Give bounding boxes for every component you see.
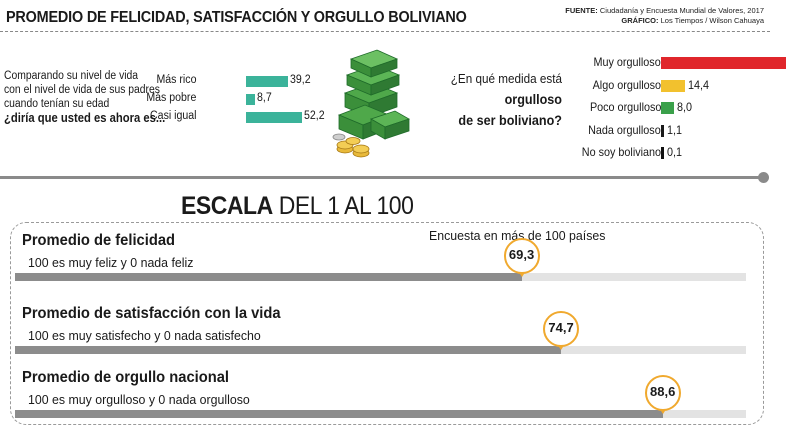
metric-subtitle: 100 es muy satisfecho y 0 nada satisfech…	[28, 328, 261, 343]
value-marker: 74,7	[543, 311, 581, 350]
question-line: ¿En qué medida está	[450, 71, 562, 86]
marker-value: 88,6	[650, 384, 676, 399]
scale-fill	[15, 346, 562, 354]
scale-panel	[10, 222, 764, 425]
scale-title: ESCALA DEL 1 AL 100	[181, 192, 414, 221]
bar	[246, 76, 289, 87]
bar	[246, 94, 256, 105]
bar-row: No soy boliviano 0,1	[565, 143, 765, 166]
pride-chart: Muy orgulloso76,4Algo orgulloso 14,4 Poco …	[565, 53, 786, 166]
bar-label: Poco orgulloso	[589, 100, 661, 114]
bar-row: Poco orgulloso 8,0	[565, 98, 765, 121]
bar-row: Casi igual 52,2	[150, 109, 340, 127]
bar	[661, 57, 786, 69]
graphic-label: GRÁFICO:	[621, 16, 659, 25]
marker-circle	[543, 311, 580, 347]
survey-note: Encuesta en más de 100 países	[429, 228, 606, 243]
scale-fill	[15, 273, 522, 281]
source-text: Ciudadanía y Encuesta Mundial de Valores…	[599, 6, 764, 15]
marker-circle	[503, 238, 540, 274]
bar-row: Muy orgulloso76,4	[565, 53, 786, 76]
bar-row: Nada orgulloso 1,1	[565, 121, 765, 144]
metric-title: Promedio de satisfacción con la vida	[22, 305, 281, 322]
pride-question: ¿En qué medida está orgulloso de ser bol…	[445, 68, 562, 131]
bar	[661, 79, 686, 92]
value-marker: 88,6	[644, 375, 683, 414]
divider-end-dot	[758, 172, 769, 183]
bar-row: Algo orgulloso 14,4	[565, 76, 765, 99]
bar-value: 8,0	[677, 100, 693, 114]
value-marker: 69,3	[503, 238, 542, 277]
question-line: de ser boliviano?	[458, 112, 562, 128]
money-stack-icon	[332, 49, 410, 158]
bar-value: 0,1	[667, 145, 683, 159]
page-title: PROMEDIO DE FELICIDAD, SATISFACCIÓN Y OR…	[6, 9, 467, 26]
bar-label: Algo orgulloso	[592, 77, 661, 92]
section-divider	[0, 176, 764, 179]
bar	[246, 112, 303, 123]
scale-title-bold: ESCALA	[181, 192, 273, 220]
bar-value: 1,1	[667, 122, 683, 137]
metric-title: Promedio de felicidad	[22, 232, 176, 249]
top-divider	[0, 31, 770, 32]
bar-value: 39,2	[290, 74, 311, 86]
bar-label: Más pobre	[146, 92, 196, 104]
living-standard-chart: Más rico 39,2 Más pobre 8,7 Casi igual 52,2	[146, 73, 340, 127]
question-line: orgulloso	[504, 91, 562, 107]
source-label: FUENTE:	[565, 6, 598, 15]
metric-subtitle: 100 es muy orgulloso y 0 nada orgulloso	[28, 392, 250, 407]
bar-value: 8,7	[257, 92, 273, 104]
bar	[661, 147, 664, 159]
scale-track	[15, 346, 746, 354]
bar-label: Casi igual	[149, 110, 196, 122]
bar-label: Muy orgulloso	[593, 55, 661, 69]
bar-row: Más rico 39,2	[150, 73, 340, 91]
question-line: cuando tenían su edad	[4, 98, 110, 110]
living-standard-question: Comparando su nivel de vida con el nivel…	[4, 69, 193, 125]
question-line: con el nivel de vida de sus padres	[4, 84, 160, 96]
bar	[661, 102, 675, 114]
source-credits: FUENTE: Ciudadanía y Encuesta Mundial de…	[565, 6, 764, 26]
scale-fill	[15, 410, 663, 418]
metric-title: Promedio de orgullo nacional	[22, 369, 229, 386]
marker-value: 69,3	[508, 247, 535, 262]
scale-title-rest: DEL 1 AL 100	[278, 192, 414, 220]
question-line: Comparando su nivel de vida	[4, 70, 139, 82]
bar	[661, 124, 664, 137]
graphic-text: Los Tiempos / Wilson Cahuaya	[660, 16, 764, 25]
bar-value: 52,2	[304, 110, 325, 122]
bar-row: Más pobre 8,7	[146, 91, 340, 109]
marker-value: 74,7	[548, 320, 574, 335]
bar-value: 14,4	[688, 77, 710, 92]
bar-label: Nada orgulloso	[588, 122, 661, 137]
bar-label: No soy boliviano	[581, 145, 661, 159]
question-line: ¿diría que usted es ahora es...	[4, 111, 166, 125]
marker-circle	[644, 375, 681, 411]
scale-track	[15, 410, 746, 418]
bar-label: Más rico	[156, 74, 196, 86]
scale-track	[15, 273, 746, 281]
metric-subtitle: 100 es muy feliz y 0 nada feliz	[28, 255, 194, 270]
